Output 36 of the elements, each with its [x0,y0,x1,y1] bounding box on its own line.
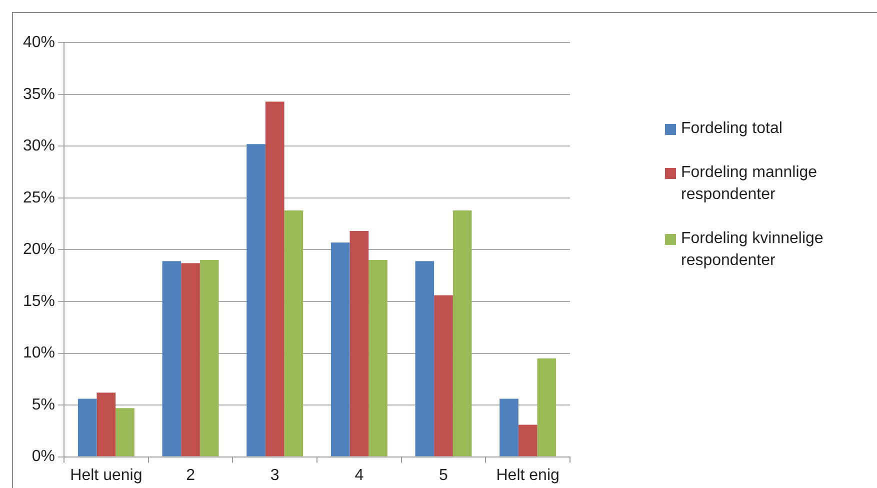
x-tick-label: Helt uenig [70,466,142,484]
bar [415,261,434,456]
x-tick-label: 2 [186,466,196,484]
y-tick-label: 40% [22,34,56,52]
bar [96,392,116,456]
bar [116,408,134,456]
bar [162,261,182,456]
y-tick-label: 0% [32,448,56,466]
bar [284,210,304,456]
bar [200,260,219,456]
legend-label: Fordeling total [681,119,782,139]
bar [500,398,518,456]
y-tick-label: 15% [22,292,56,310]
bar [78,398,97,456]
bar [537,358,556,456]
y-tick-label: 25% [22,189,56,206]
x-tick-label: 4 [354,466,364,484]
bar [246,144,266,456]
legend-label: Fordeling kvinnelige respondenter [681,229,824,271]
bar [350,231,369,456]
x-tick-label: 5 [439,466,448,484]
x-tick-label: 3 [270,466,280,484]
y-tick-label: 10% [22,344,56,362]
x-tick-label: Helt enig [496,466,560,484]
bar [330,242,350,456]
bar [368,260,388,456]
y-tick-label: 35% [22,86,56,103]
bar [434,295,453,456]
bar [452,210,472,456]
bar [518,424,538,456]
y-tick-label: 20% [22,241,56,258]
bar [265,102,284,456]
legend-label: Fordeling mannlige respondenter [681,163,818,205]
y-tick-label: 30% [22,138,56,155]
y-tick-label: 5% [32,396,56,414]
bar [181,263,200,456]
